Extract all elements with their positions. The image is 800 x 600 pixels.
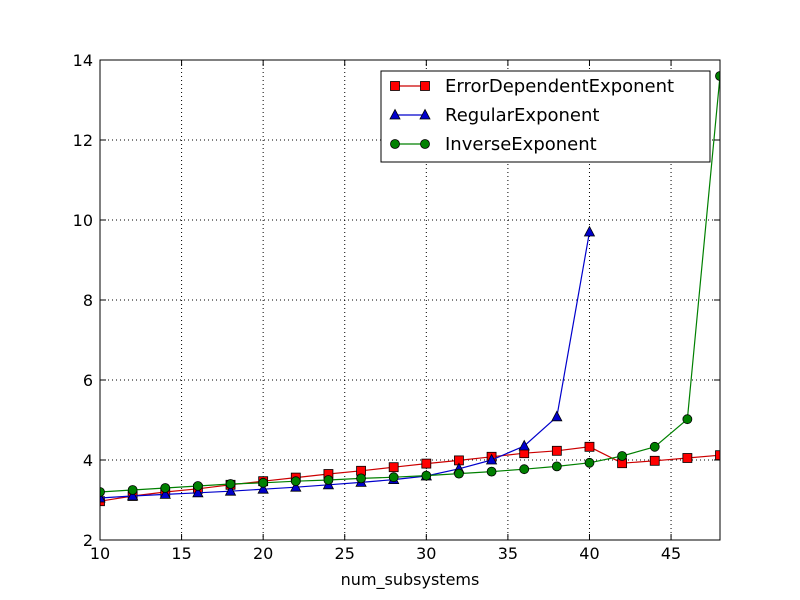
data-point-regular-exponent	[290, 480, 302, 492]
legend-label: ErrorDependentExponent	[445, 76, 674, 97]
data-point-regular-exponent	[518, 439, 530, 451]
data-point-inverse-exponent	[388, 472, 399, 483]
legend: ErrorDependentExponent RegularExponent Inv…	[380, 70, 711, 163]
data-point-inverse-exponent	[258, 477, 269, 488]
legend-item-regular-exponent: RegularExponent	[389, 105, 599, 126]
data-point-inverse-exponent	[584, 457, 595, 468]
x-axis-label: num_subsystems	[341, 570, 480, 590]
data-point-inverse-exponent	[323, 475, 334, 485]
data-point-inverse-exponent	[649, 441, 660, 452]
data-point-regular-exponent	[257, 482, 269, 494]
legend-items: ErrorDependentExponent RegularExponent Inv…	[389, 76, 674, 155]
legend-item-error-dependent-exponent: ErrorDependentExponent	[390, 76, 674, 97]
x-tick-label: 40	[579, 544, 599, 563]
series-regular-exponent	[100, 225, 596, 503]
data-point-regular-exponent	[126, 489, 139, 501]
legend-marker-end	[420, 139, 430, 149]
data-point-inverse-exponent	[454, 468, 464, 479]
legend-item-inverse-exponent: InverseExponent	[390, 134, 597, 155]
data-point-error-dependent-exponent	[388, 462, 399, 473]
data-point-inverse-exponent	[682, 414, 693, 425]
data-point-regular-exponent	[551, 410, 563, 422]
x-tick-label: 25	[335, 544, 355, 563]
x-tick-label: 10	[90, 544, 110, 563]
axis-ticks: 10 15 20 25 30 35 40 45 2 4 6 8 10 12 14	[73, 51, 720, 563]
series-line-regular-exponent	[100, 231, 591, 499]
data-point-inverse-exponent	[192, 481, 203, 491]
y-tick-label: 6	[83, 371, 93, 390]
data-point-regular-exponent	[485, 453, 498, 465]
series-line-error-dependent-exponent	[100, 446, 720, 502]
series-inverse-exponent	[100, 71, 720, 497]
data-point-inverse-exponent	[100, 487, 105, 497]
data-point-error-dependent-exponent	[682, 453, 693, 463]
legend-marker-start	[390, 139, 400, 149]
data-point-regular-exponent	[159, 488, 171, 499]
data-point-inverse-exponent	[356, 473, 366, 484]
x-tick-label: 15	[171, 544, 191, 563]
y-tick-label: 14	[73, 51, 93, 70]
series-line-inverse-exponent	[100, 75, 720, 493]
data-point-error-dependent-exponent	[551, 445, 562, 456]
data-point-error-dependent-exponent	[715, 450, 720, 461]
data-point-regular-exponent	[224, 484, 237, 496]
data-point-inverse-exponent	[617, 451, 628, 461]
data-point-inverse-exponent	[486, 466, 497, 477]
y-tick-label: 4	[83, 451, 93, 470]
data-point-inverse-exponent	[290, 476, 301, 487]
legend-label: RegularExponent	[445, 105, 599, 126]
y-tick-label: 12	[73, 131, 93, 150]
data-point-inverse-exponent	[551, 461, 562, 472]
data-point-error-dependent-exponent	[649, 455, 660, 466]
y-tick-label: 8	[83, 291, 93, 310]
data-point-inverse-exponent	[127, 485, 138, 495]
legend-box	[380, 70, 711, 163]
legend-marker-start	[390, 81, 400, 91]
x-tick-label: 30	[416, 544, 436, 563]
y-tick-label: 10	[73, 211, 93, 230]
legend-label: InverseExponent	[445, 134, 597, 155]
data-point-regular-exponent	[583, 225, 596, 237]
data-point-regular-exponent	[192, 486, 204, 498]
legend-marker-end	[419, 108, 431, 120]
data-point-error-dependent-exponent	[584, 441, 595, 452]
data-point-inverse-exponent	[519, 464, 530, 475]
legend-marker-end	[420, 81, 430, 91]
x-tick-label: 20	[253, 544, 273, 563]
data-point-inverse-exponent	[715, 71, 720, 81]
data-point-inverse-exponent	[225, 479, 236, 489]
data-point-error-dependent-exponent	[421, 458, 432, 469]
data-point-inverse-exponent	[421, 470, 432, 481]
y-tick-label: 2	[83, 531, 93, 550]
legend-marker-start	[389, 108, 401, 120]
data-point-inverse-exponent	[160, 483, 171, 493]
x-tick-label: 45	[661, 544, 681, 563]
x-tick-label: 35	[498, 544, 518, 563]
series-group	[100, 71, 720, 507]
